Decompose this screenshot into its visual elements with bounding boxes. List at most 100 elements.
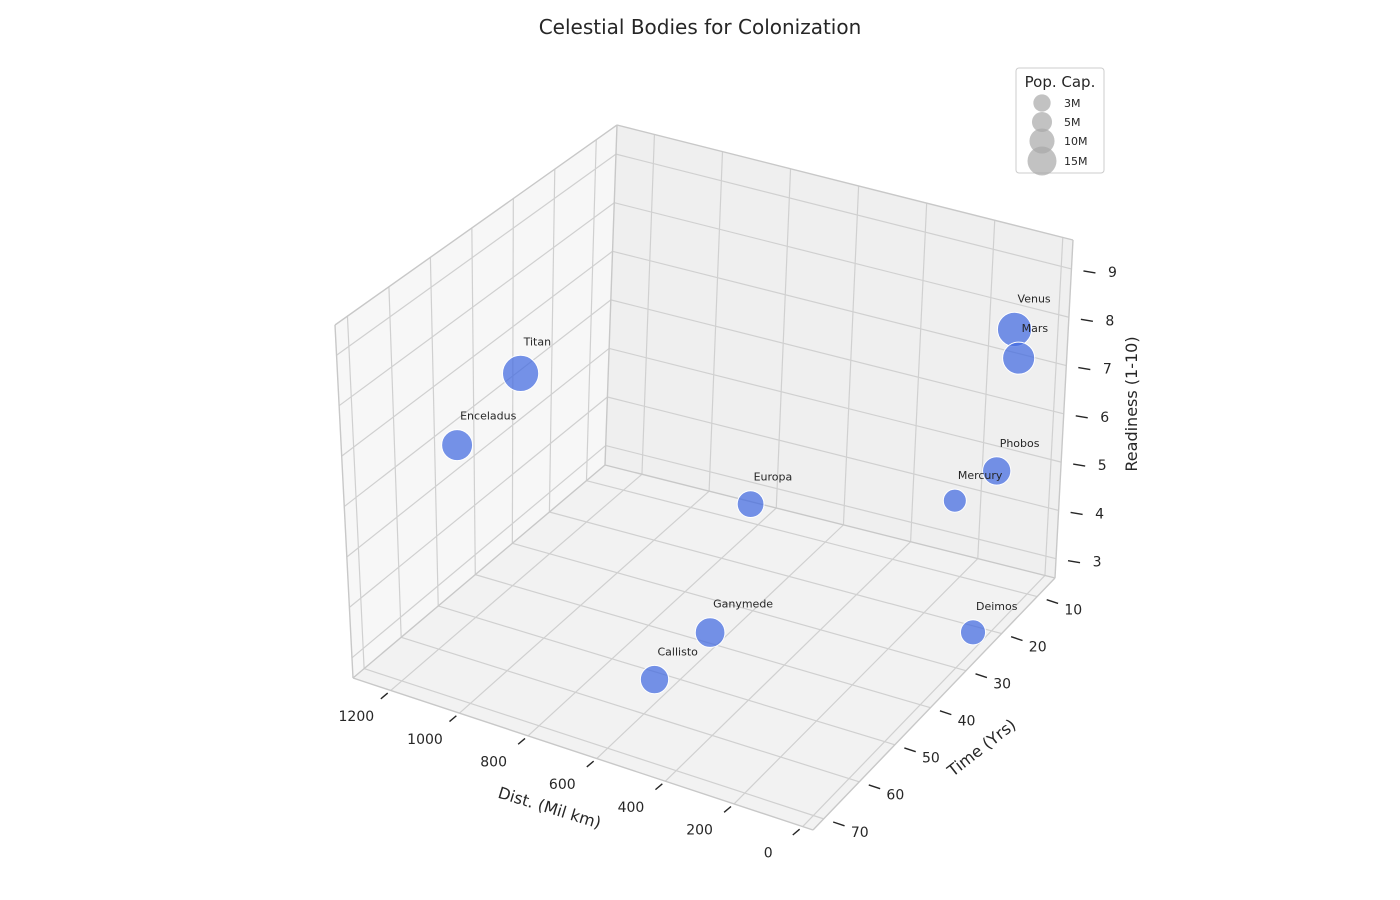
gridline-time-wall [429,257,439,606]
z-tick [1075,415,1088,419]
y-tick [1046,599,1059,605]
x-tick [792,828,801,836]
point-titan [502,354,540,392]
y-tick [1010,636,1023,642]
x-tick [723,805,732,813]
gridline-distance-floor [390,473,643,691]
y-tick [939,710,952,716]
gridline-readiness-left [346,347,610,558]
point-label: Venus [1018,292,1051,305]
point-label: Enceladus [460,410,516,423]
gridline-time-floor [549,511,1002,635]
x-tick-label: 200 [686,823,713,839]
gridline-distance-wall [641,134,656,475]
x-tick [517,737,526,745]
x-tick-label: 400 [618,800,645,816]
gridline-readiness-back [612,250,1067,367]
top-back-edge-line [616,124,1074,241]
y-tick-label: 20 [1029,640,1047,656]
gridline-time-wall [585,139,597,481]
axis-lines [334,124,1074,831]
z-tick [1073,463,1086,467]
z-axis-label: Readiness (1-10) [1122,336,1141,471]
y-axis-line [812,577,1056,831]
point-deimos [959,619,987,646]
y-tick-label: 40 [958,714,976,730]
x-tick [586,760,595,768]
legend-entry-label: 3M [1064,97,1081,110]
gridline-distance-wall [909,203,928,542]
legend-entry-label: 5M [1064,116,1081,129]
gridline-distance-wall [708,151,724,492]
z-tick [1070,511,1083,516]
z-tick [1078,366,1091,371]
z-tick-label: 4 [1095,506,1104,522]
floor-left-edge-line [352,464,606,679]
gridline-readiness-back [615,153,1072,270]
z-tick-label: 5 [1098,458,1107,474]
gridline-distance-floor [527,507,777,737]
gridline-distance-wall [775,168,792,509]
point-phobos [982,456,1012,486]
legend: Pop. Cap. 3M 5M 10M 15M [1015,67,1105,176]
z-tick [1080,318,1094,322]
y-axis-label: Time (Yrs) [943,715,1020,781]
top-left-edge-line [334,124,618,326]
gridline-readiness-left [351,445,607,659]
gridline-time-floor [363,668,824,820]
legend-marker [1033,94,1051,112]
point-label: Titan [523,335,551,348]
gridline-readiness-left [336,153,617,356]
gridline-distance-floor [733,558,979,805]
point-ganymede [694,617,726,648]
x-tick-label: 800 [480,755,507,771]
gridline-distance-floor [802,575,1046,828]
gridline-time-wall [471,227,476,575]
x-tick [380,692,389,700]
gridline-distance-wall [1044,237,1064,576]
gridline-readiness-back [614,202,1070,318]
back-edge-line [604,124,618,466]
left-edge-line [334,324,354,679]
gridline-distance-floor [459,490,710,714]
point-label: Deimos [976,600,1018,613]
gridline-time-wall [548,169,556,512]
point-callisto [639,664,670,695]
point-label: Europa [754,471,793,484]
z-tick-label: 7 [1103,362,1112,378]
y-tick-label: 70 [851,825,869,841]
x-axis-line [352,677,814,831]
x-tick-label: 0 [764,845,773,861]
y-tick-label: 10 [1064,602,1082,618]
x-tick [655,783,663,791]
gridline-readiness-left [349,396,608,608]
data-points: Venus Mars Mercury Phobos Deimos Europa Encela… [441,292,1051,695]
back-pane [605,125,1073,578]
gridline-readiness-back [610,299,1064,415]
legend-entry-label: 10M [1064,135,1088,148]
gridline-readiness-left [341,250,613,457]
point-europa [736,490,765,518]
x-tick [449,715,457,723]
z-tick-label: 3 [1093,555,1102,571]
z-tick [1083,270,1096,274]
x-tick-label: 1000 [407,732,443,748]
z-tick-label: 8 [1105,313,1114,329]
floor-back-edge-line [604,464,1056,579]
point-mercury [942,488,967,513]
point-label: Mars [1022,322,1049,335]
gridline-time-floor [400,636,860,783]
legend-marker [1029,128,1055,154]
gridline-time-floor [586,480,1038,598]
y-tick [975,673,988,679]
left-pane [335,125,617,678]
y-tick [868,784,881,790]
legend-title: Pop. Cap. [1025,73,1096,91]
point-label: Ganymede [713,598,773,611]
gridline-time-wall [388,286,402,638]
y-tick [832,821,845,827]
gridline-readiness-back [608,347,1062,463]
gridline-readiness-left [338,202,615,407]
z-axis-line [1054,239,1074,579]
